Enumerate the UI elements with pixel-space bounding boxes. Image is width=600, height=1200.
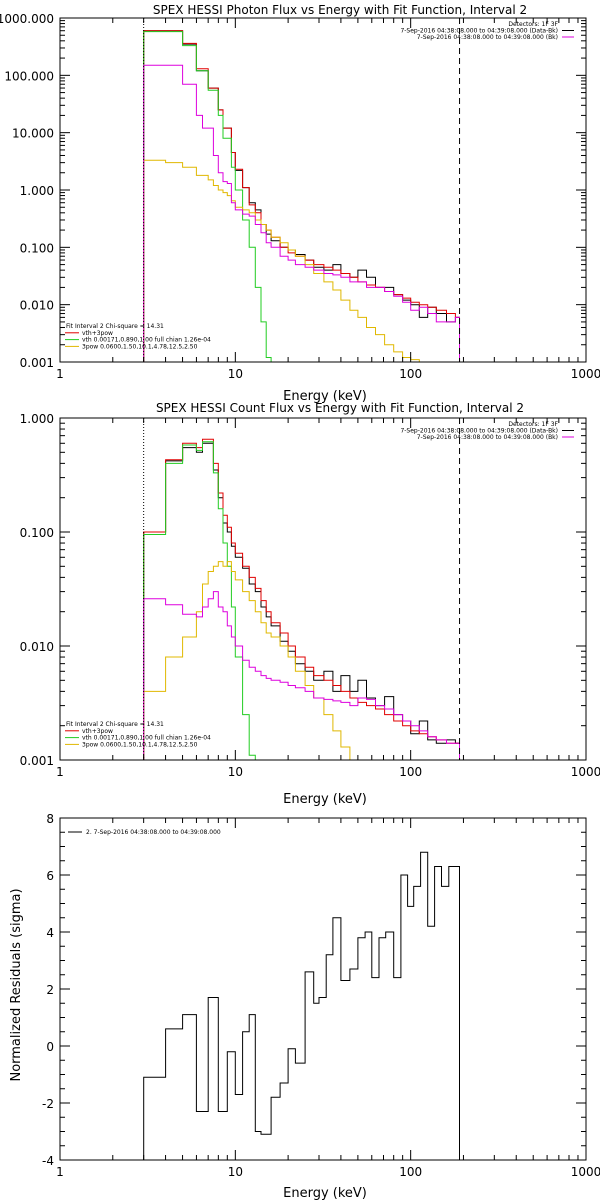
y-tick-label: 6: [46, 869, 54, 883]
series-line-0: [143, 30, 460, 362]
photon-flux-title: SPEX HESSI Photon Flux vs Energy with Fi…: [153, 3, 527, 17]
y-tick-label: 1.000: [20, 184, 54, 198]
count-flux-panel: SPEX HESSI Count Flux vs Energy with Fit…: [20, 401, 600, 807]
x-tick-label: 1: [56, 1165, 64, 1179]
legend-entry-1: vth+3pow: [82, 728, 113, 735]
header-line-0: Detectors: 1F 3F: [508, 21, 558, 28]
header-line-2: 7-Sep-2016 04:38:08.000 to 04:39:08.000 …: [417, 34, 558, 41]
y-tick-label: 4: [46, 926, 54, 940]
y-tick-label: 0: [46, 1040, 54, 1054]
axes-frame: [59, 817, 587, 1161]
y-tick-label: 0.001: [20, 754, 54, 768]
y-tick-label: 1.000: [20, 412, 54, 426]
y-tick-label: -2: [42, 1097, 54, 1111]
series-line-2: [143, 441, 256, 760]
series-line-1: [143, 30, 460, 362]
x-tick-label: 1000: [571, 765, 600, 779]
series-line-1: [143, 438, 460, 760]
series-line-3: [143, 159, 428, 362]
x-tick-label: 1000: [571, 1165, 600, 1179]
series-line-0: [143, 442, 460, 760]
residuals-panel: 1 10 100 1000 -4 -2 0 2 4 6 8 2. 7-Sep-2016 04:38:0…: [9, 812, 600, 1200]
y-tick-label: 100.000: [4, 69, 54, 83]
count-flux-title: SPEX HESSI Count Flux vs Energy with Fit…: [156, 401, 524, 415]
y-tick-label: 0.100: [20, 241, 54, 255]
y-tick-label: 0.100: [20, 526, 54, 540]
y-tick-label: -4: [42, 1154, 54, 1168]
y-tick-label: 10.000: [12, 127, 54, 141]
series-group: [143, 30, 460, 362]
series-group: [143, 438, 460, 760]
y-tick-label: 0.010: [20, 640, 54, 654]
legend-entry-1: vth+3pow: [82, 330, 113, 337]
y-tick-label: 8: [46, 812, 54, 826]
series-line-4: [143, 591, 460, 760]
axes-frame: [59, 417, 587, 761]
residuals-xlabel: Energy (keV): [283, 1186, 367, 1200]
residuals-ylabel: Normalized Residuals (sigma): [9, 888, 24, 1081]
legend-entry-2: vth 0.00171,0.890,1.00 full chian 1.26e-…: [82, 337, 211, 344]
count-flux-xlabel: Energy (keV): [283, 792, 367, 807]
photon-flux-panel: SPEX HESSI Photon Flux vs Energy with Fi…: [0, 3, 600, 404]
header-line-2: 7-Sep-2016 04:38:08.000 to 04:39:08.000 …: [417, 434, 558, 441]
x-tick-label: 10: [228, 367, 243, 381]
legend-entry-3: 3pow 0.0600,1.50,10.1,4.78,12.5,2.50: [82, 741, 198, 748]
y-tick-label: 0.010: [20, 299, 54, 313]
header-line-1: 7-Sep-2016 04:38:08.000 to 04:39:08.000 …: [400, 28, 558, 35]
header-line-1: 7-Sep-2016 04:38:08.000 to 04:39:08.000 …: [400, 428, 558, 435]
x-tick-label: 100: [399, 367, 422, 381]
legend-entry-2: vth 0.00171,0.890,1.00 full chian 1.26e-…: [82, 735, 211, 742]
y-tick-label: 1000.000: [0, 12, 54, 26]
legend-entry-3: 3pow 0.0600,1.50,10.1,4.78,12.5,2.50: [82, 343, 198, 350]
x-tick-label: 1000: [571, 367, 600, 381]
legend-entry-0: 2. 7-Sep-2016 04:38:08.000 to 04:39:08.0…: [86, 829, 221, 836]
legend-entry-0: Fit Interval 2 Chi-square = 14.31: [66, 721, 164, 728]
y-tick-label: 2: [46, 983, 54, 997]
x-tick-label: 1: [56, 367, 64, 381]
photon-flux-xlabel: Energy (keV): [283, 389, 367, 404]
x-tick-label: 10: [228, 765, 243, 779]
legend-entry-0: Fit Interval 2 Chi-square = 14.31: [66, 323, 164, 330]
series-line-2: [143, 31, 281, 362]
x-tick-label: 100: [399, 1165, 422, 1179]
y-tick-label: 0.001: [20, 356, 54, 370]
header-line-0: Detectors: 1F 3F: [508, 421, 558, 428]
x-tick-label: 1: [56, 765, 64, 779]
x-tick-label: 10: [228, 1165, 243, 1179]
series-line-4: [143, 64, 460, 362]
axes-frame: [59, 17, 587, 363]
x-tick-label: 100: [399, 765, 422, 779]
series-line-3: [143, 561, 358, 760]
series-line-0: [143, 851, 460, 1160]
series-group: [143, 851, 460, 1160]
